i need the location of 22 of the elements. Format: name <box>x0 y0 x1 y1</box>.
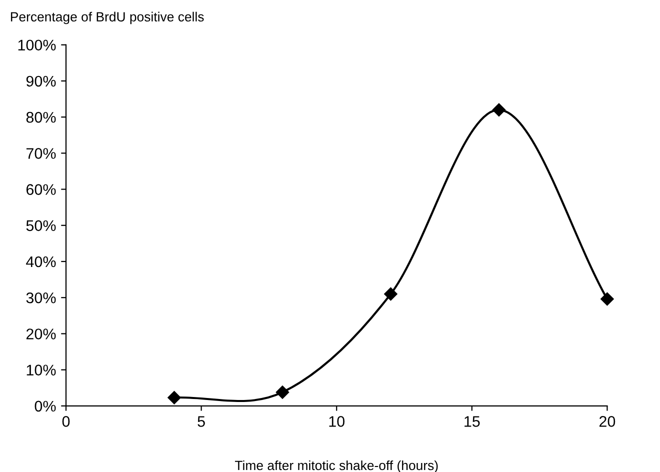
point <box>600 292 614 306</box>
y-tick-label: 80% <box>26 112 56 123</box>
point <box>276 386 290 399</box>
y-axis-title: Percentage of BrdU positive cells <box>10 12 204 24</box>
y-tick-label: 30% <box>26 292 56 304</box>
point <box>384 287 398 301</box>
x-tick-label: 5 <box>198 416 205 427</box>
y-tick-label: 40% <box>26 256 56 268</box>
x-tick-label: 20 <box>599 416 616 427</box>
x-tick-label: 10 <box>329 416 344 427</box>
y-tick-label: 90% <box>26 76 56 87</box>
y-tick-label: 60% <box>26 184 56 195</box>
x-tick-label: 15 <box>464 416 480 427</box>
y-tick-label: 0% <box>34 400 56 412</box>
point <box>492 103 506 116</box>
y-tick-label: 10% <box>26 364 56 376</box>
x-tick-label: 0 <box>62 416 70 427</box>
y-tick-label: 50% <box>26 220 56 232</box>
point <box>168 391 181 404</box>
y-tick-label: 20% <box>26 328 56 340</box>
y-tick-label: 100% <box>18 40 56 51</box>
y-tick-label: 70% <box>26 148 56 159</box>
